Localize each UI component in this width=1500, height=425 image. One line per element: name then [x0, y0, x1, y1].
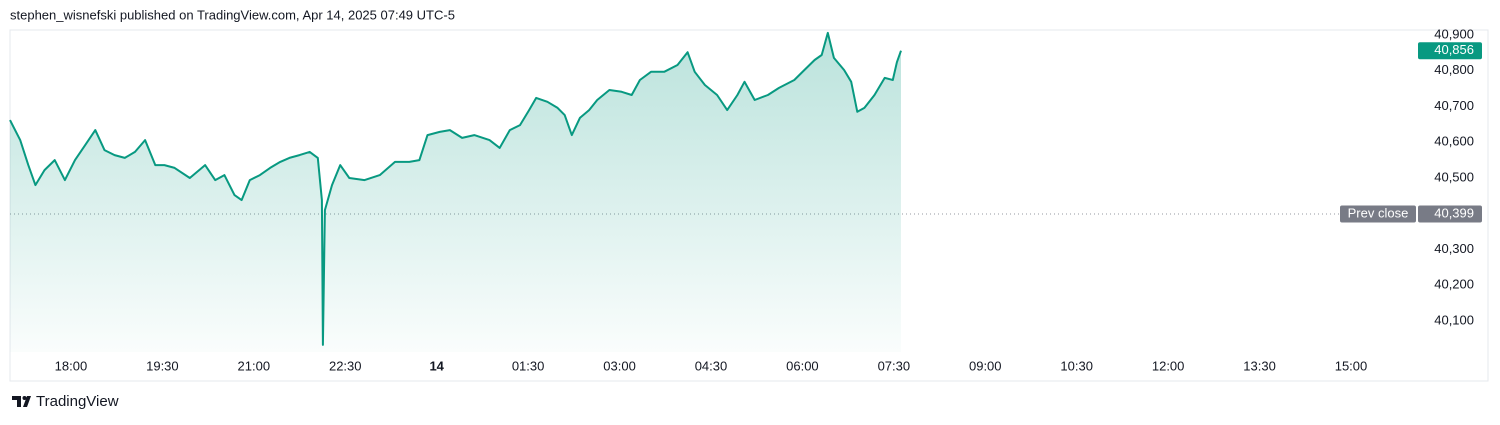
prev-close-label: Prev close [1348, 205, 1409, 220]
x-tick-label: 18:00 [55, 358, 88, 373]
prev-close-value-badge [1418, 205, 1482, 223]
price-line [9, 31, 902, 346]
brand: TradingView [36, 393, 119, 410]
y-tick-label: 40,100 [1434, 312, 1474, 327]
y-tick-label: 40,300 [1434, 241, 1474, 256]
prev-close-badge [1340, 205, 1416, 223]
y-tick-label: 40,900 [1434, 26, 1474, 41]
x-tick-label: 22:30 [329, 358, 362, 373]
x-tick-label: 21:00 [238, 358, 271, 373]
y-tick-label: 40,700 [1434, 98, 1474, 113]
x-tick-label: 04:30 [695, 358, 728, 373]
brand-logo [12, 396, 31, 407]
x-tick-label: 01:30 [512, 358, 545, 373]
x-tick-label: 15:00 [1335, 358, 1368, 373]
x-tick-label: 13:30 [1243, 358, 1276, 373]
y-tick-label: 40,200 [1434, 277, 1474, 292]
y-tick-label: 40,800 [1434, 62, 1474, 77]
x-tick-label: 06:00 [786, 358, 819, 373]
area-fill [10, 32, 901, 353]
x-tick-label: 03:00 [603, 358, 636, 373]
x-tick-label: 10:30 [1060, 358, 1093, 373]
chart-title: stephen_wisnefski published on TradingVi… [10, 7, 455, 22]
prev-close-value: 40,399 [1434, 205, 1474, 220]
last-price-value: 40,856 [1434, 42, 1474, 57]
last-price-badge [1418, 42, 1482, 60]
y-tick-label: 40,600 [1434, 134, 1474, 149]
x-tick-label: 07:30 [878, 358, 911, 373]
y-tick-label: 40,500 [1434, 169, 1474, 184]
x-tick-label: 14 [429, 358, 444, 373]
x-tick-label: 19:30 [146, 358, 179, 373]
x-tick-label: 09:00 [969, 358, 1002, 373]
x-tick-label: 12:00 [1152, 358, 1185, 373]
